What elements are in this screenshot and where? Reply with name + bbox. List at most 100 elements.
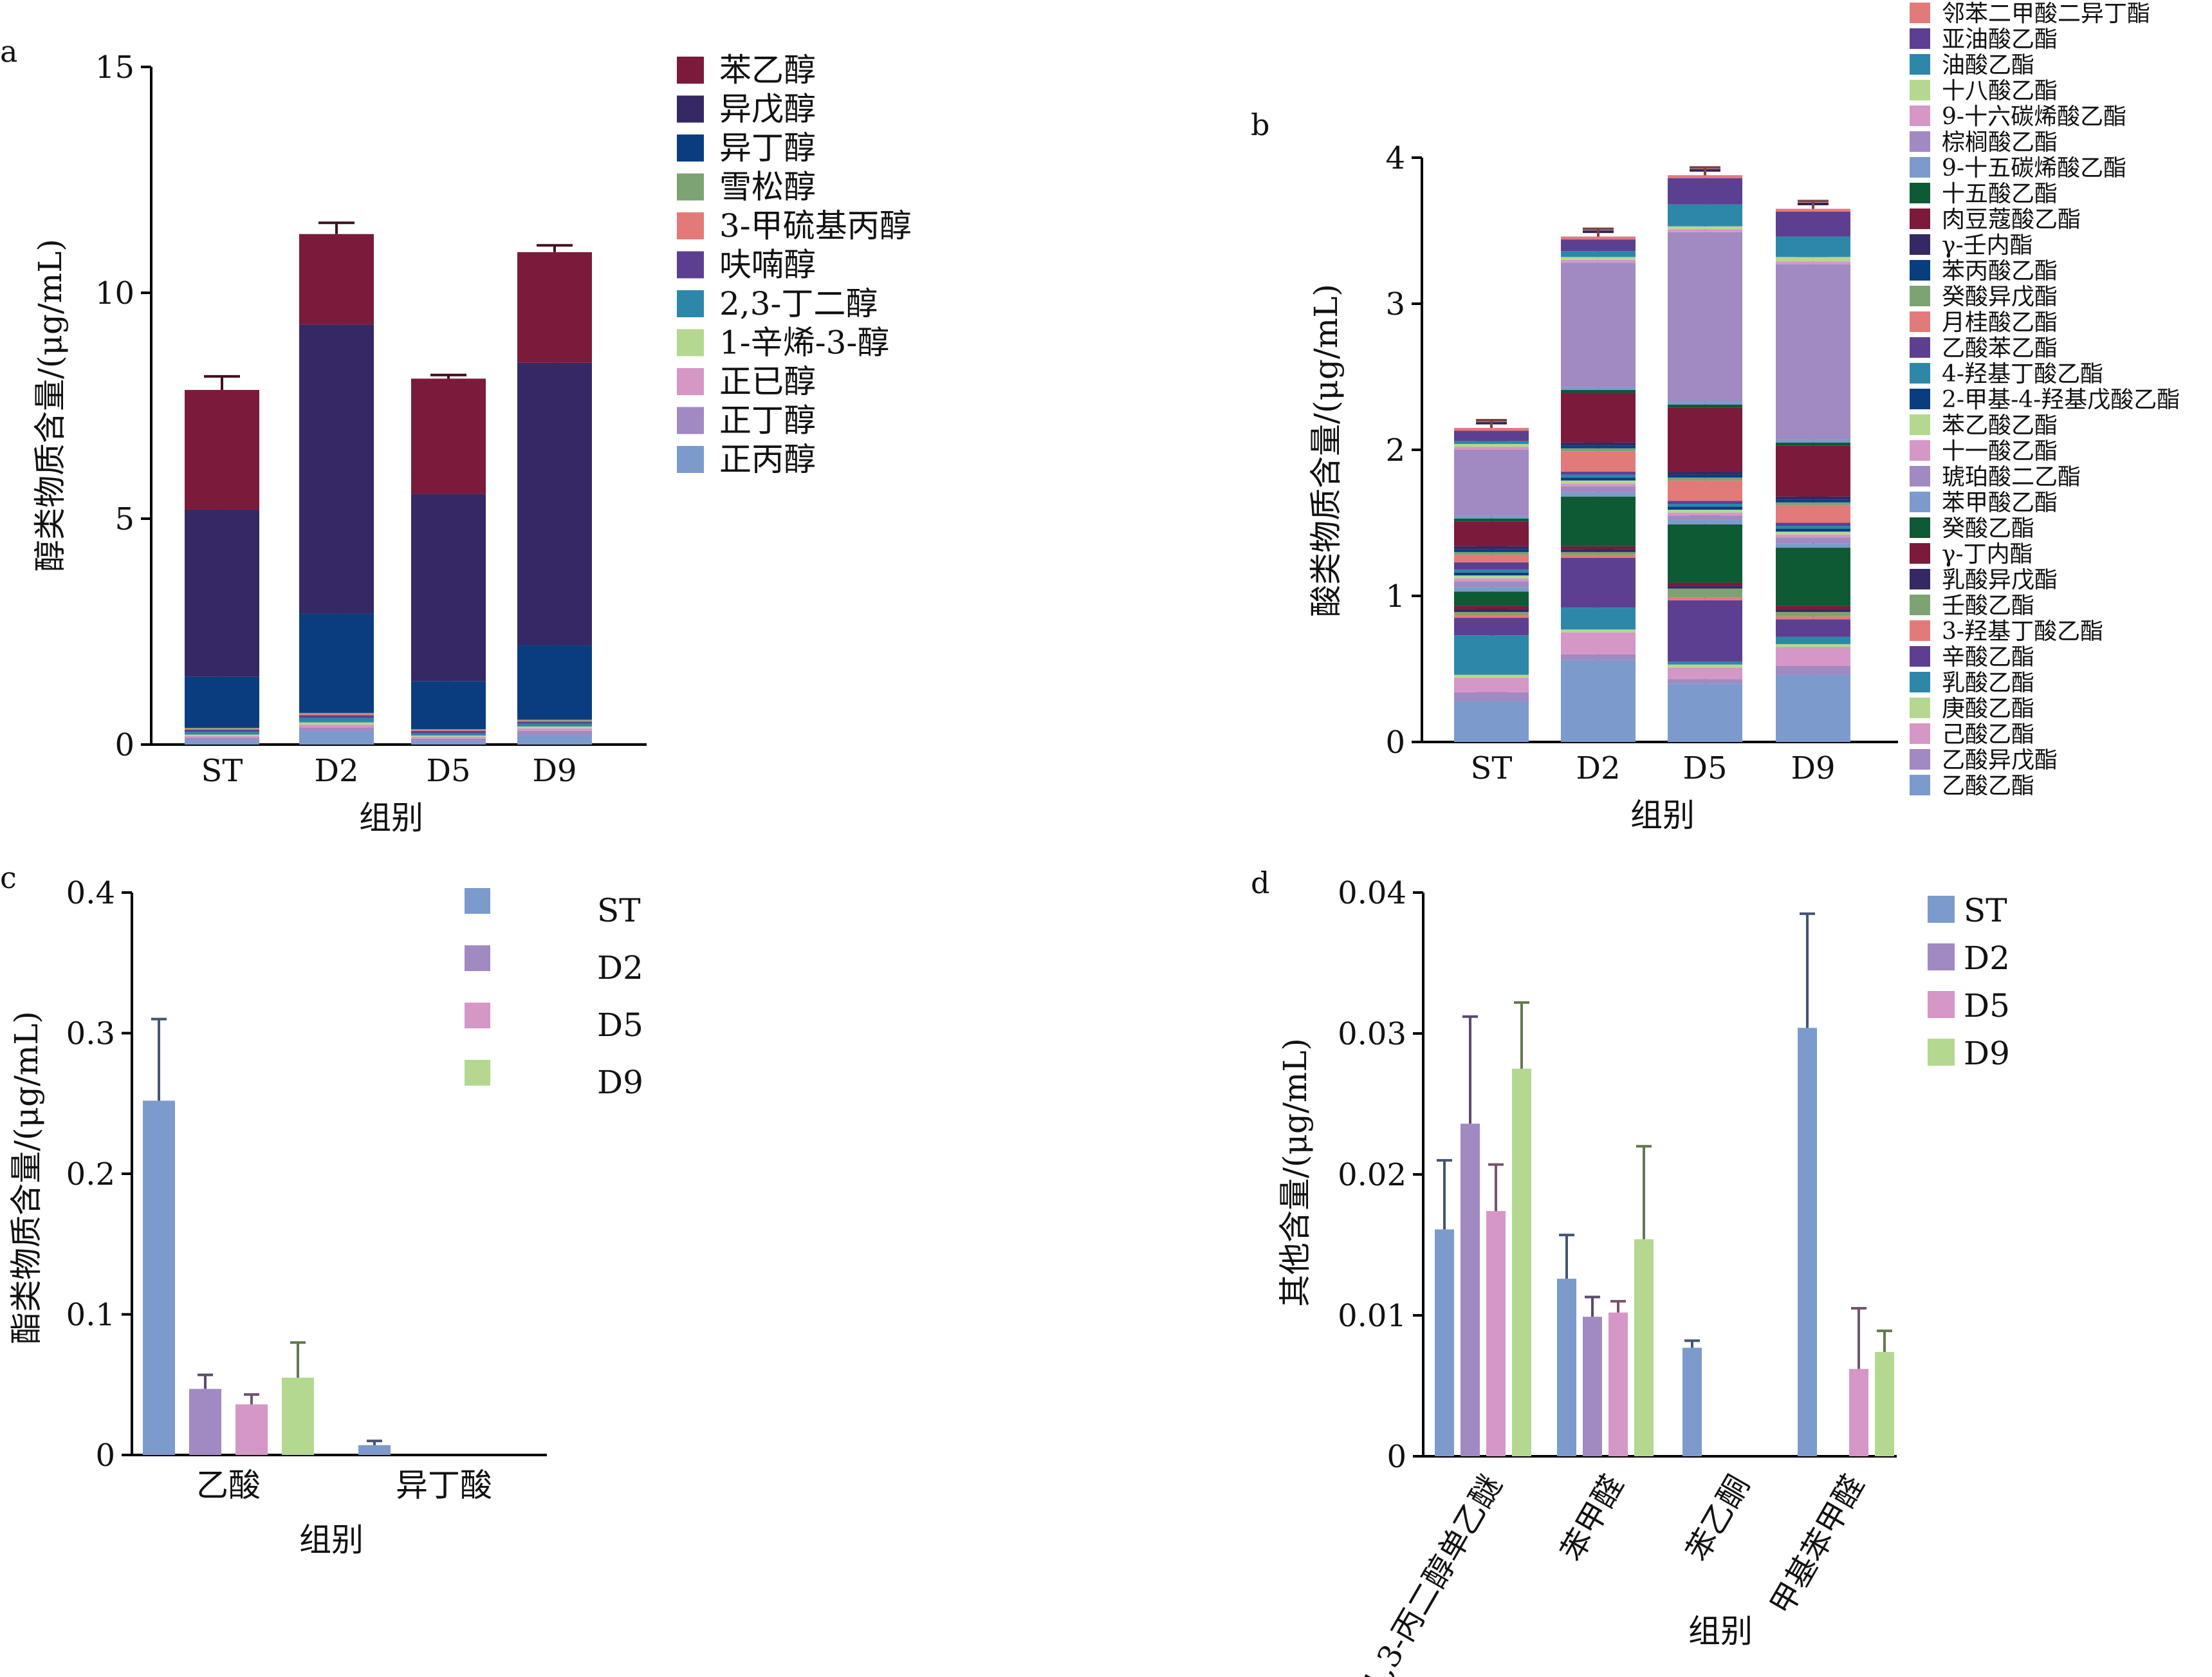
legend-entry: 3-甲硫基丙醇 — [719, 207, 912, 245]
y-axis-label: 醇类物质含量/(μg/mL) — [32, 239, 69, 572]
legend-swatch — [1910, 569, 1930, 589]
legend-swatch — [1910, 260, 1930, 281]
bar — [1461, 1124, 1480, 1456]
legend-swatch — [1910, 106, 1930, 126]
bar — [1634, 1239, 1654, 1456]
y-tick-label: 4 — [1385, 140, 1405, 176]
stack-segment — [185, 676, 259, 728]
stack-segment — [1454, 606, 1529, 609]
legend-swatch — [1910, 492, 1930, 512]
legend-entry: ST — [597, 892, 641, 929]
stack-segment — [1668, 519, 1742, 524]
stack-segment — [299, 718, 374, 723]
stack-segment — [1561, 239, 1636, 252]
stack-segment — [1776, 616, 1850, 620]
legend-swatch — [1910, 440, 1930, 461]
stack-segment — [517, 252, 592, 363]
y-tick-label: 0.4 — [66, 875, 115, 911]
stack-segment — [185, 739, 259, 745]
y-tick-label: 5 — [115, 501, 134, 537]
stack-segment — [1454, 591, 1529, 606]
legend-entry: 3-羟基丁酸乙酯 — [1942, 618, 2103, 645]
stack-segment — [1668, 480, 1742, 501]
stack-segment — [1561, 654, 1636, 660]
stack-segment — [1561, 263, 1636, 387]
legend-swatch — [465, 888, 490, 914]
y-tick-label: 10 — [95, 275, 134, 311]
stack-segment — [1454, 618, 1529, 636]
y-tick-label: 0 — [1385, 725, 1405, 761]
stack-segment — [1454, 572, 1529, 576]
y-axis-label: 酸类物质含量/(μg/mL) — [1307, 284, 1345, 617]
stack-segment — [1454, 611, 1529, 615]
legend-entry: 琥珀酸二乙酯 — [1942, 464, 2081, 490]
stack-segment — [1668, 515, 1742, 520]
bar — [1849, 1369, 1868, 1456]
legend-swatch — [1910, 234, 1930, 255]
stack-segment — [185, 389, 259, 510]
x-tick-label: D5 — [426, 753, 470, 789]
stack-segment — [1668, 474, 1742, 478]
stack-segment — [1561, 451, 1636, 472]
stack-segment — [1454, 635, 1529, 675]
legend-swatch — [1910, 620, 1930, 641]
stack-segment — [1561, 257, 1636, 260]
stack-segment — [1561, 551, 1636, 555]
x-axis-label: 组别 — [299, 1521, 364, 1559]
stack-segment — [1454, 609, 1529, 612]
stack-segment — [1561, 259, 1636, 263]
stack-segment — [1668, 662, 1742, 665]
stack-segment — [411, 494, 486, 681]
stack-segment — [299, 725, 374, 728]
stack-segment — [1668, 501, 1742, 504]
stack-segment — [185, 729, 259, 732]
bar — [189, 1389, 221, 1455]
stack-segment — [1776, 502, 1850, 506]
stack-segment — [1668, 506, 1742, 510]
legend-swatch — [1910, 363, 1930, 384]
legend-swatch — [1910, 131, 1930, 152]
y-tick-label: 0.02 — [1338, 1157, 1406, 1193]
stack-segment — [299, 715, 374, 718]
panel-label: a — [0, 34, 17, 69]
legend-entry: 2-甲基-4-羟基戊酸乙酯 — [1942, 387, 2180, 413]
legend-entry: γ-壬内酯 — [1942, 232, 2033, 259]
stack-segment — [1668, 503, 1742, 507]
bar — [1875, 1351, 1894, 1456]
legend-swatch — [1910, 749, 1930, 770]
legend-swatch — [677, 173, 704, 201]
stack-segment — [1454, 692, 1529, 701]
stack-segment — [1776, 609, 1850, 612]
legend-swatch — [677, 407, 704, 434]
legend-entry: 油酸乙酯 — [1942, 52, 2034, 79]
panel-a-chart: a 0 5 10 15 ST D2 D5 D9 组别 醇类物质含量/(μg/mL) 苯乙醇异戊醇异丁醇… — [0, 34, 912, 837]
stack-segment — [1776, 499, 1850, 503]
stack-segment — [1561, 632, 1636, 654]
stack-segment — [517, 730, 592, 735]
legend-swatch — [677, 212, 704, 239]
stack-segment — [1776, 442, 1850, 446]
legend-entry: 乙酸乙酯 — [1942, 773, 2034, 799]
legend-entry: 月桂酸乙酯 — [1942, 310, 2058, 336]
legend-entry: 肉豆蔻酸乙酯 — [1942, 207, 2081, 233]
x-axis-label: 组别 — [359, 799, 423, 837]
bar — [1435, 1229, 1454, 1456]
stack-segment — [185, 737, 259, 740]
stack-segment — [1454, 578, 1529, 582]
legend-swatch — [1910, 183, 1930, 203]
stack-segment — [1776, 611, 1850, 616]
x-tick-label: 1,3-丙二醇单乙醚 — [1356, 1469, 1509, 1677]
stack-segment — [1668, 667, 1742, 680]
legend-entry: γ-丁内酯 — [1942, 541, 2033, 568]
stack-segment — [1776, 257, 1850, 262]
legend-swatch — [465, 1060, 490, 1086]
stack-segment — [1668, 586, 1742, 589]
legend-swatch — [1928, 896, 1955, 923]
bar — [1486, 1210, 1506, 1456]
stack-segment — [1454, 678, 1529, 692]
legend-swatch — [1910, 672, 1930, 692]
legend-swatch — [1910, 517, 1930, 538]
legend-entry: 邻苯二甲酸二异丁酯 — [1942, 1, 2150, 27]
y-tick-label: 0 — [95, 1438, 115, 1474]
stack-segment — [1561, 660, 1636, 742]
